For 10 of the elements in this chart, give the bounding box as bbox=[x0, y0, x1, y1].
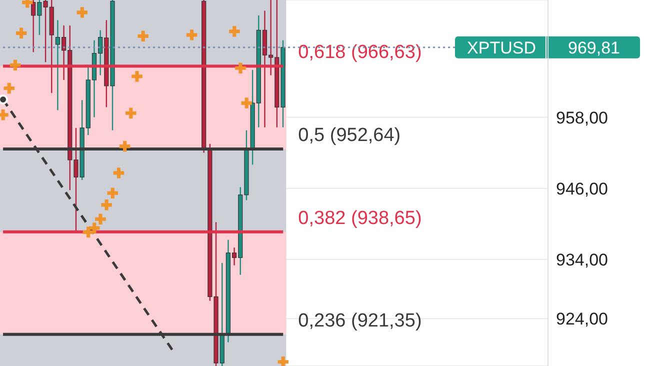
y-tick-label: 934,00 bbox=[556, 250, 608, 270]
ref-line-label: 0,382 (938,65) bbox=[298, 208, 422, 229]
y-tick-label: 924,00 bbox=[556, 310, 608, 329]
annotation: XPTUSD bbox=[467, 38, 536, 58]
y-tick-label: 946,00 bbox=[556, 179, 608, 198]
ref-line-label: 0,618 (966,63) bbox=[298, 42, 422, 64]
y-tick-label: 958,00 bbox=[556, 108, 608, 128]
ref-line-label: 0,236 (921,35) bbox=[298, 310, 422, 332]
ref-line-label: 969,81 bbox=[568, 38, 620, 58]
ref-line-label: 0,5 (952,64) bbox=[298, 125, 401, 146]
